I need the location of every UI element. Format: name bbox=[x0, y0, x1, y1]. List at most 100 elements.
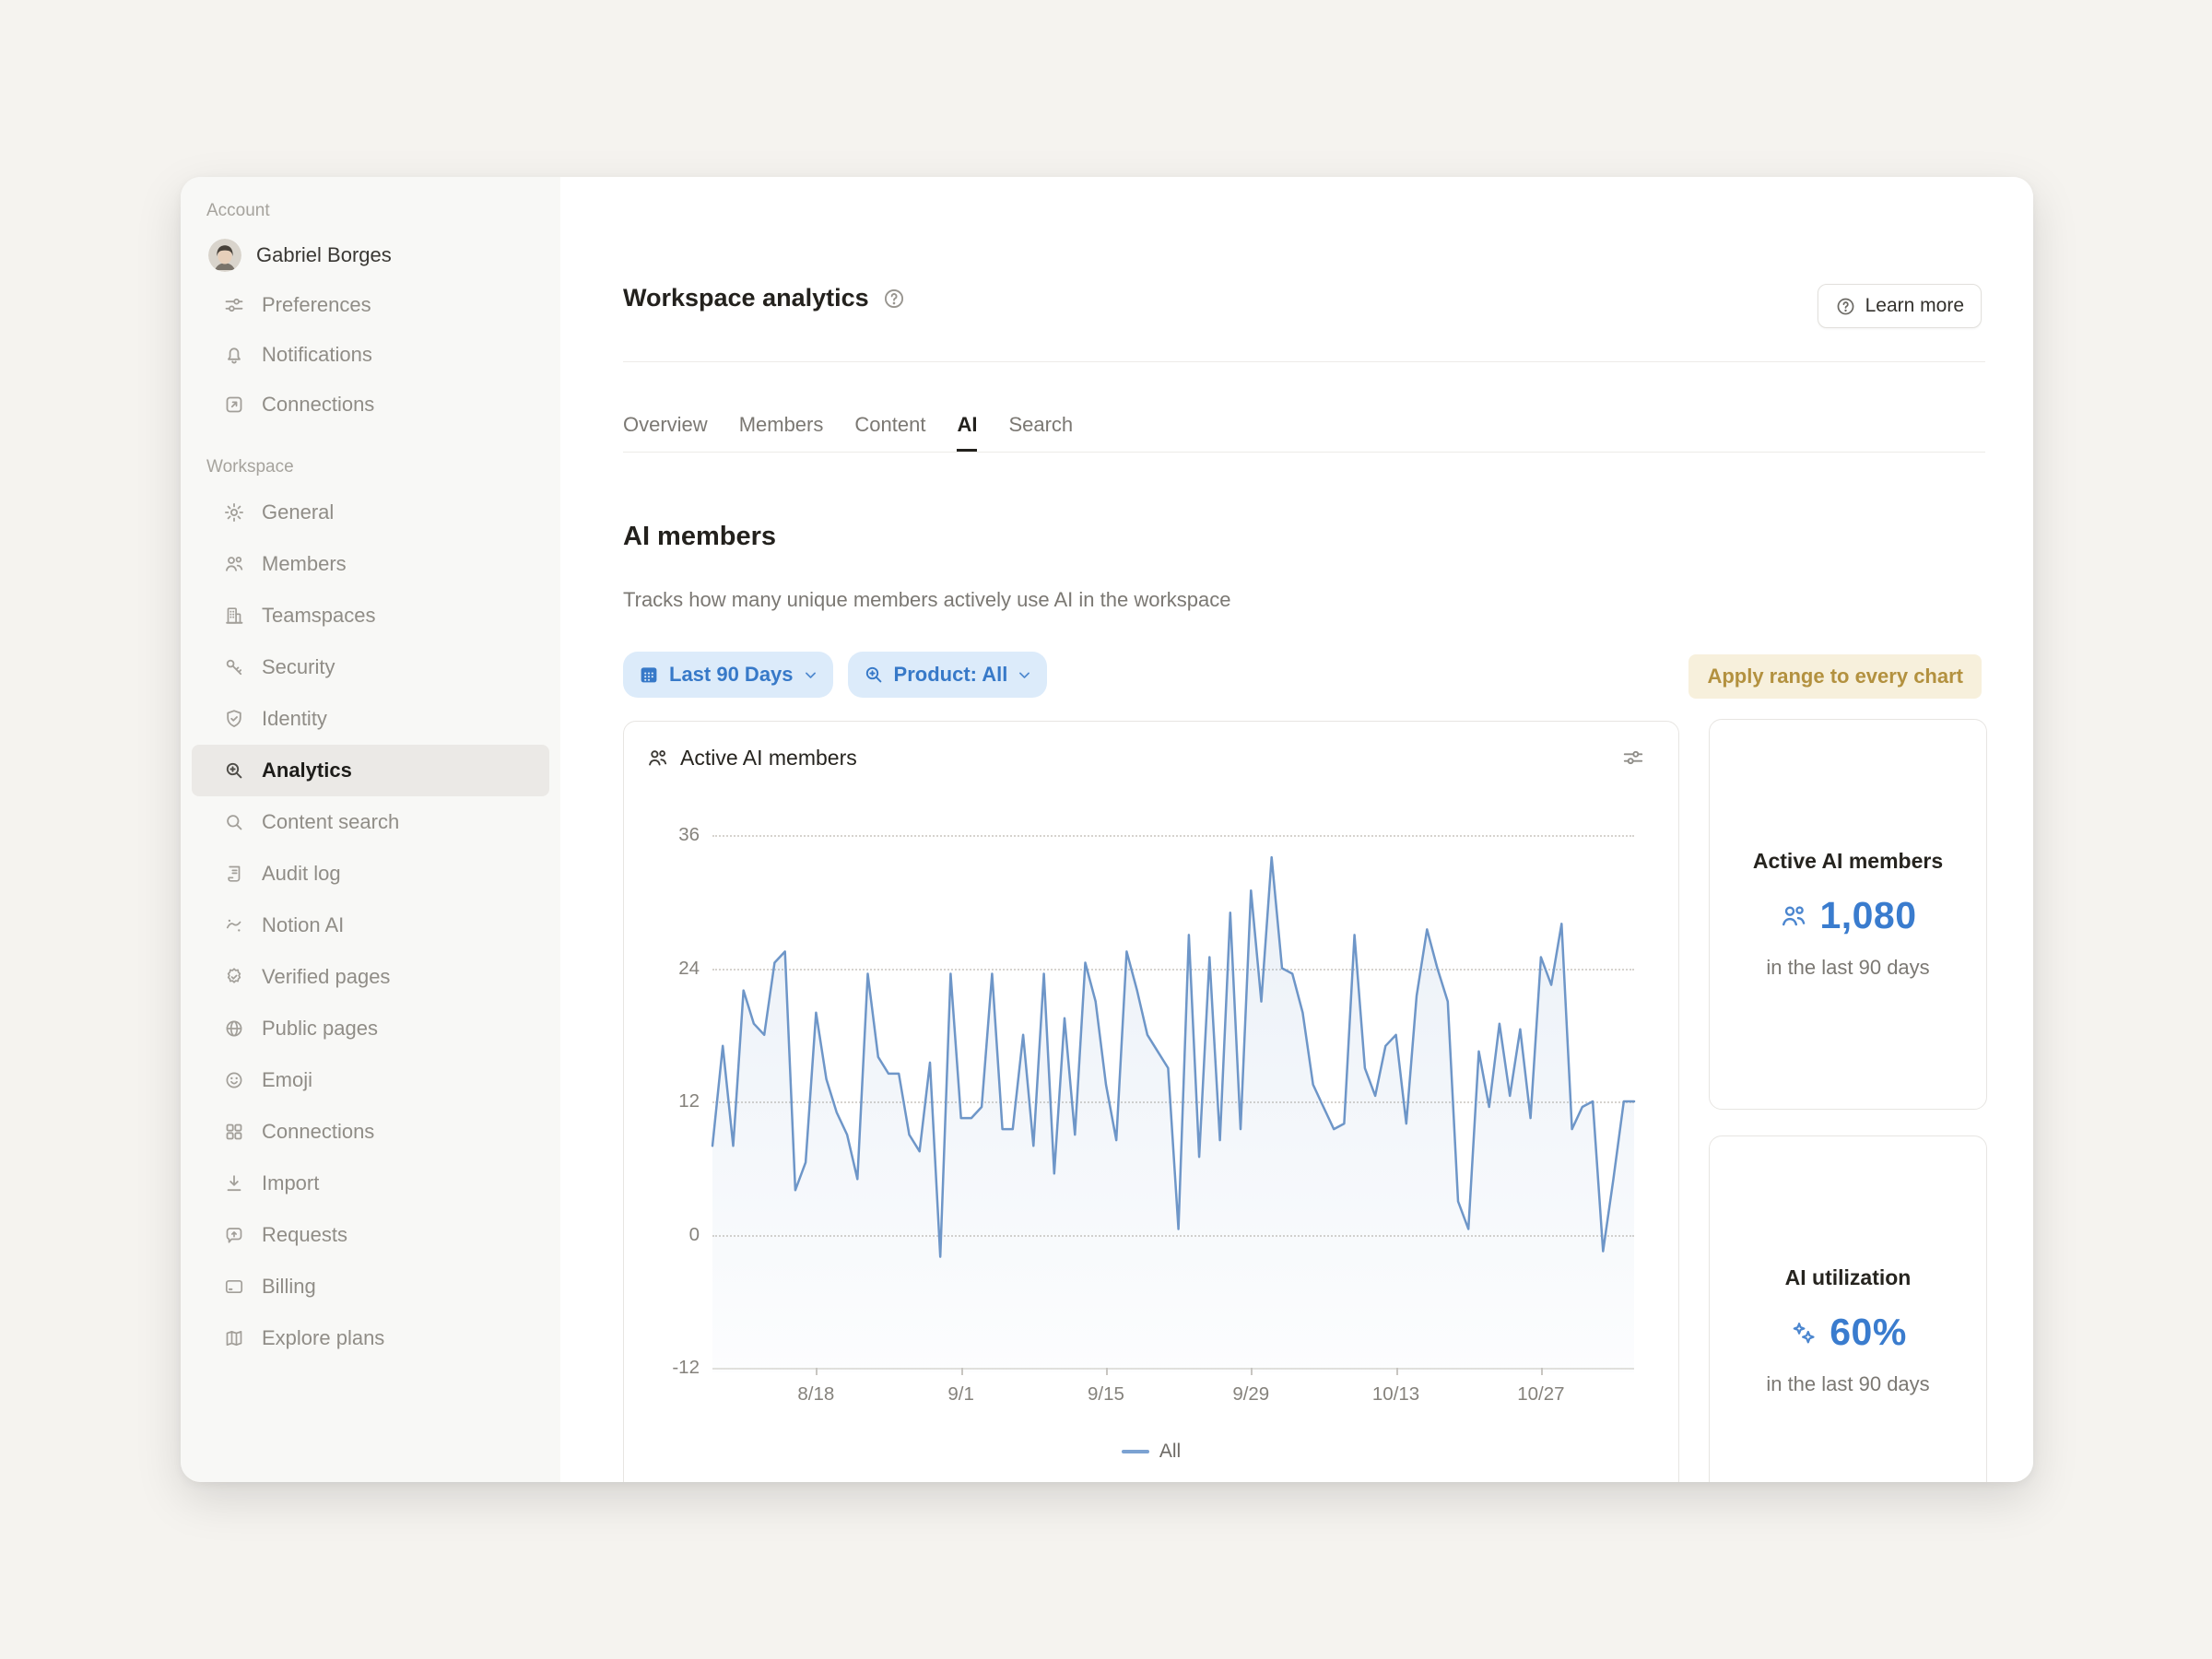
product-filter-value: Product: All bbox=[893, 663, 1008, 686]
sidebar-item-requests[interactable]: Requests bbox=[192, 1209, 549, 1261]
summary-card-title: Active AI members bbox=[1752, 849, 1944, 873]
chart-legend: All bbox=[624, 1441, 1678, 1463]
sidebar-item-public-pages[interactable]: Public pages bbox=[192, 1003, 549, 1054]
sparkles-icon bbox=[1789, 1318, 1818, 1347]
zoom-in-icon bbox=[223, 759, 245, 782]
chart-title: Active AI members bbox=[680, 746, 857, 770]
sidebar-item-content-search[interactable]: Content search bbox=[192, 796, 549, 848]
tab-overview[interactable]: Overview bbox=[623, 413, 708, 436]
header-divider bbox=[623, 361, 1985, 362]
page-header: Workspace analytics bbox=[623, 284, 906, 312]
grid-icon bbox=[223, 1121, 245, 1143]
sidebar-item-label: Security bbox=[262, 655, 335, 678]
people-icon bbox=[646, 747, 669, 770]
sidebar-item-identity[interactable]: Identity bbox=[192, 693, 549, 745]
user-name: Gabriel Borges bbox=[256, 243, 392, 266]
summary-caption: in the last 90 days bbox=[1766, 956, 1930, 979]
sidebar-item-label: Billing bbox=[262, 1275, 316, 1298]
sidebar-item-label: Requests bbox=[262, 1223, 347, 1246]
sidebar-item-label: Connections bbox=[262, 1120, 375, 1143]
sliders-icon[interactable] bbox=[1621, 746, 1645, 770]
verified-badge-icon bbox=[223, 966, 245, 988]
credit-card-icon bbox=[223, 1276, 245, 1298]
sidebar-item-label: Verified pages bbox=[262, 965, 391, 988]
sidebar-item-billing[interactable]: Billing bbox=[192, 1261, 549, 1312]
sidebar-item-verified-pages[interactable]: Verified pages bbox=[192, 951, 549, 1003]
sidebar-item-explore-plans[interactable]: Explore plans bbox=[192, 1312, 549, 1364]
sidebar-item-label: Import bbox=[262, 1171, 320, 1194]
sidebar-item-import[interactable]: Import bbox=[192, 1158, 549, 1209]
line-chart-svg bbox=[711, 855, 1636, 1372]
ai-members-chart-card: Active AI members 36 24 12 0 -12 8/18 9/1 9/15 9… bbox=[623, 721, 1679, 1482]
section-heading: AI members bbox=[623, 522, 777, 551]
sidebar-item-emoji[interactable]: Emoji bbox=[192, 1054, 549, 1106]
map-icon bbox=[223, 1327, 245, 1349]
sidebar-item-notifications[interactable]: Notifications bbox=[192, 330, 549, 380]
x-axis-tick-label: 10/27 bbox=[1517, 1383, 1565, 1405]
tab-ai[interactable]: AI bbox=[957, 398, 978, 452]
sidebar-item-teamspaces[interactable]: Teamspaces bbox=[192, 590, 549, 641]
sliders-icon bbox=[223, 294, 245, 316]
sidebar-item-label: Notion AI bbox=[262, 913, 345, 936]
workspace-section-label: Workspace bbox=[206, 457, 294, 477]
date-range-value: Last 90 Days bbox=[669, 663, 794, 686]
sidebar-item-connections-account[interactable]: Connections bbox=[192, 380, 549, 429]
learn-more-label: Learn more bbox=[1865, 295, 1964, 316]
apply-range-button[interactable]: Apply range to every chart bbox=[1688, 654, 1982, 699]
sidebar-item-account-user[interactable]: Gabriel Borges bbox=[192, 230, 549, 280]
sidebar-item-connections-workspace[interactable]: Connections bbox=[192, 1106, 549, 1158]
help-circle-icon[interactable] bbox=[882, 287, 906, 311]
sidebar-item-label: Preferences bbox=[262, 293, 371, 316]
arrow-up-right-square-icon bbox=[223, 394, 245, 416]
settings-sidebar: Account Gabriel Borges bbox=[181, 177, 560, 1482]
tab-search[interactable]: Search bbox=[1008, 413, 1074, 436]
date-range-filter[interactable]: Last 90 Days bbox=[623, 652, 833, 698]
sidebar-item-label: Analytics bbox=[262, 759, 352, 782]
x-axis-tick-label: 9/1 bbox=[947, 1383, 974, 1405]
ai-utilization-card: AI utilization 60% in the last 90 days bbox=[1709, 1135, 1987, 1482]
scroll-icon bbox=[223, 863, 245, 885]
smiley-icon bbox=[223, 1069, 245, 1091]
learn-more-button[interactable]: Learn more bbox=[1817, 284, 1982, 328]
sidebar-item-analytics[interactable]: Analytics bbox=[192, 745, 549, 796]
account-section-label: Account bbox=[206, 201, 270, 220]
sidebar-item-label: Identity bbox=[262, 707, 327, 730]
product-filter[interactable]: Product: All bbox=[847, 652, 1048, 698]
x-axis-tick-label: 9/15 bbox=[1088, 1383, 1124, 1405]
people-icon bbox=[223, 553, 245, 575]
y-axis-tick-label: 12 bbox=[678, 1090, 700, 1112]
legend-line-swatch bbox=[1121, 1450, 1149, 1453]
summary-value-row: 60% bbox=[1789, 1311, 1907, 1354]
request-bubble-icon bbox=[223, 1224, 245, 1246]
filter-row: Last 90 Days Product: All bbox=[623, 652, 1048, 698]
sidebar-item-members[interactable]: Members bbox=[192, 538, 549, 590]
sidebar-item-notion-ai[interactable]: Notion AI bbox=[192, 900, 549, 951]
globe-icon bbox=[223, 1018, 245, 1040]
tab-members[interactable]: Members bbox=[738, 413, 824, 436]
calendar-icon bbox=[638, 664, 660, 686]
analytics-tabs: Overview Members Content AI Search bbox=[623, 398, 1073, 452]
sidebar-item-label: Notifications bbox=[262, 343, 372, 366]
legend-label: All bbox=[1159, 1441, 1182, 1462]
chart-card-header: Active AI members bbox=[646, 746, 857, 771]
gear-icon bbox=[223, 501, 245, 524]
tab-content[interactable]: Content bbox=[854, 413, 926, 436]
sidebar-item-preferences[interactable]: Preferences bbox=[192, 280, 549, 330]
sidebar-item-label: Content search bbox=[262, 810, 400, 833]
sidebar-item-label: Public pages bbox=[262, 1017, 378, 1040]
summary-value: 60% bbox=[1830, 1311, 1907, 1353]
summary-value-row: 1,080 bbox=[1779, 894, 1916, 937]
main-content: Workspace analytics Learn more Overview … bbox=[560, 177, 2033, 1482]
y-axis-tick-label: 0 bbox=[688, 1223, 700, 1245]
x-axis-tick-label: 9/29 bbox=[1232, 1383, 1270, 1405]
x-axis-tick-label: 8/18 bbox=[797, 1383, 835, 1405]
chevron-down-icon bbox=[1017, 667, 1032, 683]
summary-caption: in the last 90 days bbox=[1766, 1372, 1930, 1395]
sidebar-item-audit-log[interactable]: Audit log bbox=[192, 848, 549, 900]
wand-icon bbox=[223, 914, 245, 936]
sidebar-item-general[interactable]: General bbox=[192, 487, 549, 538]
help-circle-icon bbox=[1835, 296, 1856, 317]
sidebar-item-security[interactable]: Security bbox=[192, 641, 549, 693]
x-axis-tick-label: 10/13 bbox=[1371, 1383, 1420, 1405]
sidebar-item-label: Connections bbox=[262, 393, 375, 416]
